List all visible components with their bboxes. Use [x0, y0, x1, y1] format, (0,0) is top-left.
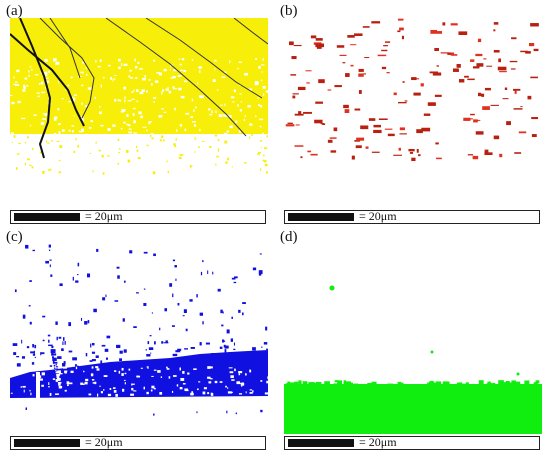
panel-label: (b) — [280, 3, 298, 19]
panel-a: (a) = 20μm — [4, 2, 272, 227]
scale-bar: = 20μm — [284, 209, 540, 224]
scale-text: = 20μm — [85, 209, 123, 223]
scale-bar: = 20μm — [284, 435, 540, 450]
panel-label: (a) — [6, 3, 23, 19]
scale-bar-fill — [288, 439, 354, 447]
phase-map-blue — [10, 244, 268, 416]
phase-map-green — [284, 285, 542, 434]
scale-bar: = 20μm — [10, 209, 266, 224]
phase-map-yellow — [10, 18, 268, 175]
panel-c: (c) = 20μm — [4, 228, 272, 453]
scale-bar-fill — [14, 213, 80, 221]
scale-text: = 20μm — [359, 209, 397, 223]
phase-map-red — [285, 18, 539, 162]
scale-text: = 20μm — [85, 435, 123, 449]
scale-bar: = 20μm — [10, 435, 266, 450]
panel-label: (c) — [6, 229, 23, 245]
scale-bar-fill — [288, 213, 354, 221]
panel-b: (b) = 20μm — [278, 2, 546, 227]
scale-text: = 20μm — [359, 435, 397, 449]
panel-d: (d) = 20μm — [278, 228, 546, 453]
scale-bar-fill — [14, 439, 80, 447]
panel-label: (d) — [280, 229, 298, 245]
